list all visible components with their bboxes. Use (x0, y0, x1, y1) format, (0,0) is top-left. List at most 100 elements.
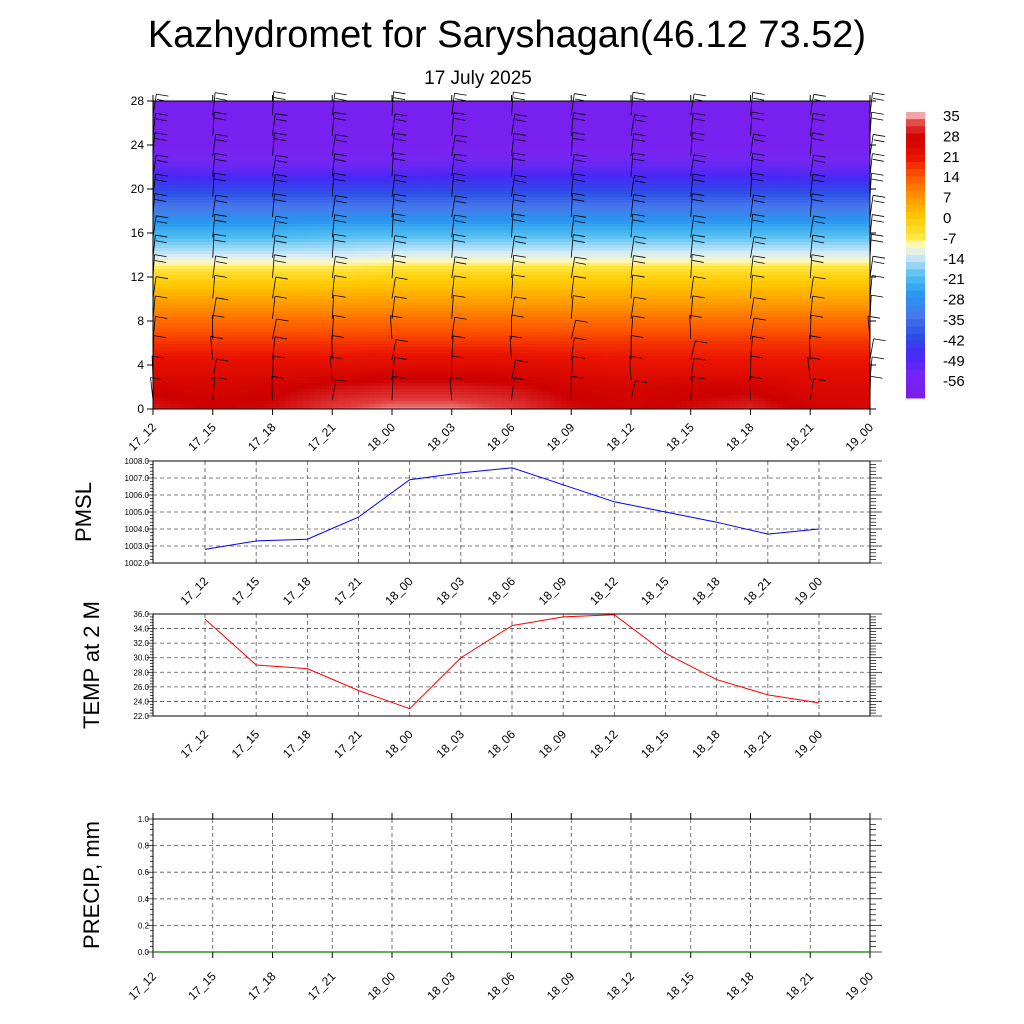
heatmap-cell (363, 125, 370, 129)
heatmap-cell (165, 116, 172, 120)
heatmap-cell (159, 143, 166, 147)
heatmap-cell (687, 131, 694, 135)
heatmap-cell (219, 101, 226, 105)
heatmap-cell (855, 140, 862, 144)
heatmap-cell (621, 131, 628, 135)
heatmap-cell (177, 131, 184, 135)
heatmap-cell (363, 110, 370, 114)
heatmap-cell (345, 137, 352, 141)
heatmap-cell (675, 116, 682, 120)
heatmap-cell (663, 104, 670, 108)
heatmap-cell (201, 116, 208, 120)
heatmap-cell (609, 137, 616, 141)
heatmap-cell (387, 110, 394, 114)
heatmap-cell (513, 146, 520, 150)
heatmap-cell (675, 122, 682, 126)
heatmap-cell (465, 128, 472, 132)
heatmap-cell (321, 134, 328, 138)
heatmap-cell (177, 101, 184, 105)
heatmap-cell (861, 104, 868, 108)
heatmap-cell (327, 125, 334, 129)
heatmap-cell (285, 128, 292, 132)
heatmap-cell (579, 143, 586, 147)
heatmap-cell (747, 110, 754, 114)
heatmap-cell (573, 113, 580, 117)
heatmap-cell (453, 104, 460, 108)
heatmap-cell (759, 131, 766, 135)
heatmap-cell (699, 110, 706, 114)
heatmap-cell (813, 134, 820, 138)
heatmap-cell (411, 119, 418, 123)
heatmap-cell (681, 128, 688, 132)
heatmap-cell (849, 101, 856, 105)
heatmap-cell (381, 122, 388, 126)
heatmap-cell (531, 134, 538, 138)
heatmap-cell (573, 140, 580, 144)
heatmap-cell (795, 122, 802, 126)
heatmap-cell (573, 119, 580, 123)
heatmap-cell (435, 104, 442, 108)
heatmap-cell (249, 134, 256, 138)
heatmap-cell (489, 140, 496, 144)
heatmap-cell (405, 143, 412, 147)
heatmap-cell (333, 134, 340, 138)
heatmap-cell (711, 107, 718, 111)
heatmap-cell (723, 116, 730, 120)
heatmap-cell (549, 143, 556, 147)
heatmap-cell (765, 140, 772, 144)
heatmap-cell (651, 140, 658, 144)
heatmap-cell (237, 104, 244, 108)
heatmap-cell (639, 143, 646, 147)
heatmap-cell (783, 101, 790, 105)
heatmap-cell (207, 104, 214, 108)
heatmap-cell (297, 128, 304, 132)
heatmap-cell (243, 146, 250, 150)
heatmap-cell (543, 137, 550, 141)
heatmap-cell (573, 122, 580, 126)
heatmap-cell (603, 113, 610, 117)
heatmap-cell (825, 143, 832, 147)
heatmap-cell (369, 113, 376, 117)
heatmap-cell (525, 128, 532, 132)
heatmap-cell (231, 131, 238, 135)
heatmap-cell (351, 104, 358, 108)
heatmap-cell (333, 101, 340, 105)
heatmap-cell (771, 101, 778, 105)
heatmap-cell (411, 131, 418, 135)
heatmap-cell (249, 125, 256, 129)
heatmap-cell (591, 140, 598, 144)
heatmap-cell (387, 140, 394, 144)
heatmap-cell (321, 122, 328, 126)
heatmap-cell (495, 113, 502, 117)
heatmap-cell (843, 122, 850, 126)
heatmap-cell (213, 119, 220, 123)
heatmap-cell (405, 125, 412, 129)
heatmap-cell (159, 122, 166, 126)
heatmap-cell (387, 125, 394, 129)
heatmap-cell (327, 104, 334, 108)
heatmap-cell (855, 116, 862, 120)
heatmap-cell (687, 116, 694, 120)
heatmap-cell (645, 128, 652, 132)
heatmap-cell (327, 122, 334, 126)
heatmap-cell (261, 146, 268, 150)
heatmap-cell (219, 125, 226, 129)
heatmap-cell (393, 104, 400, 108)
heatmap-cell (261, 128, 268, 132)
heatmap-cell (177, 110, 184, 114)
heatmap-cell (561, 107, 568, 111)
heatmap-cell (861, 113, 868, 117)
heatmap-cell (483, 137, 490, 141)
heatmap-cell (159, 113, 166, 117)
heatmap-cell (423, 128, 430, 132)
heatmap-cell (309, 131, 316, 135)
heatmap-cell (675, 125, 682, 129)
heatmap-cell (339, 104, 346, 108)
heatmap-cell (261, 137, 268, 141)
heatmap-cell (567, 125, 574, 129)
heatmap-cell (753, 140, 760, 144)
heatmap-cell (465, 113, 472, 117)
heatmap-cell (219, 104, 226, 108)
heatmap-cell (555, 134, 562, 138)
heatmap-cell (435, 143, 442, 147)
